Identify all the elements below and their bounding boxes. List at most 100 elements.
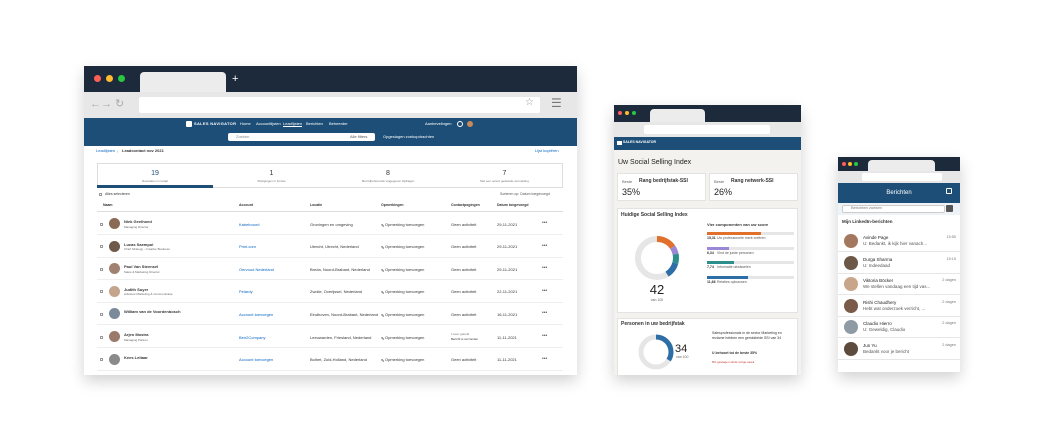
- lead-name[interactable]: Lucas Saempol: [124, 241, 154, 247]
- maximize-button[interactable]: [632, 111, 636, 115]
- url-field[interactable]: [862, 173, 942, 181]
- minimize-button[interactable]: [625, 111, 629, 115]
- compose-icon[interactable]: [946, 188, 952, 194]
- account-link[interactable]: Pelardy: [239, 289, 253, 295]
- sort-menu[interactable]: Sorteren op: Datum toegevoegd: [500, 192, 550, 196]
- sender-name[interactable]: Jun Yu: [863, 343, 877, 348]
- account-link[interactable]: Kabelnoord: [239, 221, 260, 227]
- add-note[interactable]: Opmerking toevoegen: [385, 357, 425, 363]
- add-note[interactable]: Opmerking toevoegen: [385, 289, 425, 295]
- sender-name[interactable]: Durga Sharma: [863, 256, 893, 262]
- component-label: Vind de juiste personen: [717, 250, 754, 255]
- avatar[interactable]: [844, 298, 858, 313]
- lead-name[interactable]: Niek Geelhoed: [124, 219, 152, 224]
- lead-name[interactable]: Arjen Mostra: [124, 332, 149, 337]
- row-menu[interactable]: •••: [542, 220, 548, 226]
- add-note[interactable]: Opmerking toevoegen: [385, 266, 425, 272]
- checkbox[interactable]: [100, 312, 103, 316]
- menu-icon[interactable]: ☰: [551, 96, 562, 110]
- account-link[interactable]: Oervoud Nederland: [239, 266, 274, 272]
- checkbox[interactable]: [99, 193, 102, 196]
- avatar[interactable]: [844, 234, 858, 248]
- nav-link[interactable]: Aanbevelingen: [425, 121, 452, 126]
- component-track: [707, 246, 794, 250]
- row-menu[interactable]: •••: [542, 355, 548, 362]
- contact-status: Geen activiteit: [451, 221, 477, 227]
- row-rule: [97, 347, 563, 348]
- contact-status: Geen activiteit: [451, 289, 477, 295]
- account-link[interactable]: Account toevoegen: [239, 311, 274, 317]
- help-icon[interactable]: [457, 121, 463, 127]
- nav-link[interactable]: Beheerder: [329, 121, 348, 126]
- add-note[interactable]: Opmerking toevoegen: [385, 221, 425, 227]
- checkbox[interactable]: [100, 358, 103, 362]
- checkbox[interactable]: [100, 290, 103, 294]
- account-link[interactable]: Print.com: [239, 244, 256, 250]
- url-field[interactable]: [139, 97, 540, 113]
- row-menu[interactable]: •••: [542, 310, 548, 317]
- filters-button[interactable]: Alle filters: [350, 134, 368, 139]
- saved-searches[interactable]: Opgeslagen zoekopdrachten: [383, 134, 435, 139]
- sender-name[interactable]: Avinde Page: [863, 235, 889, 240]
- column-header: Account: [239, 203, 253, 207]
- sender-name[interactable]: Viktoria Böcker: [863, 278, 894, 284]
- nav-link[interactable]: Home: [240, 121, 251, 126]
- row-menu[interactable]: •••: [542, 242, 548, 249]
- sender-name[interactable]: Rishi Chaudhery: [863, 299, 897, 305]
- pencil-icon: ✎: [381, 312, 385, 318]
- minimize-button[interactable]: [848, 162, 852, 166]
- search-field[interactable]: [842, 205, 945, 213]
- checkbox[interactable]: [100, 267, 103, 271]
- browser-tab[interactable]: [650, 109, 705, 122]
- close-button[interactable]: [618, 111, 622, 115]
- avatar[interactable]: [844, 342, 858, 356]
- bookmark-star[interactable]: ☆: [525, 97, 534, 108]
- new-tab[interactable]: +: [232, 73, 239, 85]
- minimize-button[interactable]: [106, 75, 113, 82]
- copy-list[interactable]: Lijst kopiëren: [535, 148, 559, 153]
- add-note[interactable]: Opmerking toevoegen: [385, 334, 425, 340]
- select-all[interactable]: Alles selecteren: [105, 192, 130, 196]
- browser-tab[interactable]: [140, 72, 226, 92]
- add-note[interactable]: Opmerking toevoegen: [385, 311, 425, 317]
- filter-icon[interactable]: [946, 205, 953, 212]
- breadcrumb-link[interactable]: Leadlijsten: [96, 148, 116, 153]
- lead-title: Chief Strategy - Creative Business: [124, 247, 170, 252]
- location: Eindhoven, Noord-Brabant, Nederland: [310, 311, 379, 317]
- account-link[interactable]: Ben2Company: [239, 334, 266, 340]
- account-link[interactable]: Account toevoegen: [239, 357, 274, 363]
- nav-link[interactable]: Leadlijsten: [283, 121, 303, 127]
- row-menu[interactable]: •••: [542, 333, 548, 339]
- avatar[interactable]: [844, 320, 858, 335]
- close-button[interactable]: [842, 162, 846, 166]
- nav-link[interactable]: Berichten: [306, 121, 323, 126]
- avatar[interactable]: [844, 277, 858, 292]
- screen-title: Berichten: [886, 190, 912, 196]
- checkbox[interactable]: [100, 222, 103, 226]
- search-field[interactable]: [228, 133, 375, 141]
- url-field[interactable]: [644, 125, 770, 134]
- industry-max: van 100: [676, 355, 689, 359]
- nav-arrows[interactable]: ←→ ↻: [90, 98, 125, 110]
- lead-name[interactable]: Paul Van Steensel: [124, 264, 159, 270]
- nav-link[interactable]: Accountlijsten: [256, 121, 281, 126]
- row-menu[interactable]: •••: [542, 287, 548, 294]
- maximize-button[interactable]: [118, 75, 125, 82]
- browser-tab[interactable]: [868, 160, 935, 171]
- lead-name[interactable]: William van de Voordenbosch: [124, 309, 181, 315]
- message-time: 2 dagen: [942, 321, 956, 326]
- close-button[interactable]: [94, 75, 101, 82]
- add-note[interactable]: Opmerking toevoegen: [385, 244, 425, 250]
- contact-status: 1 keer gebeld: [451, 332, 470, 336]
- row-menu[interactable]: •••: [542, 265, 548, 272]
- avatar[interactable]: [844, 255, 858, 270]
- app-nav: [84, 118, 577, 146]
- lead-name[interactable]: Kees Leitaar: [124, 354, 148, 360]
- ssi-max: van 100: [650, 298, 664, 302]
- maximize-button[interactable]: [854, 162, 858, 166]
- sender-name[interactable]: Claudio Hierro: [863, 321, 892, 327]
- profile-avatar[interactable]: [467, 121, 473, 127]
- lead-name[interactable]: Judith Suyer: [124, 286, 149, 292]
- checkbox[interactable]: [100, 335, 103, 339]
- checkbox[interactable]: [100, 245, 103, 249]
